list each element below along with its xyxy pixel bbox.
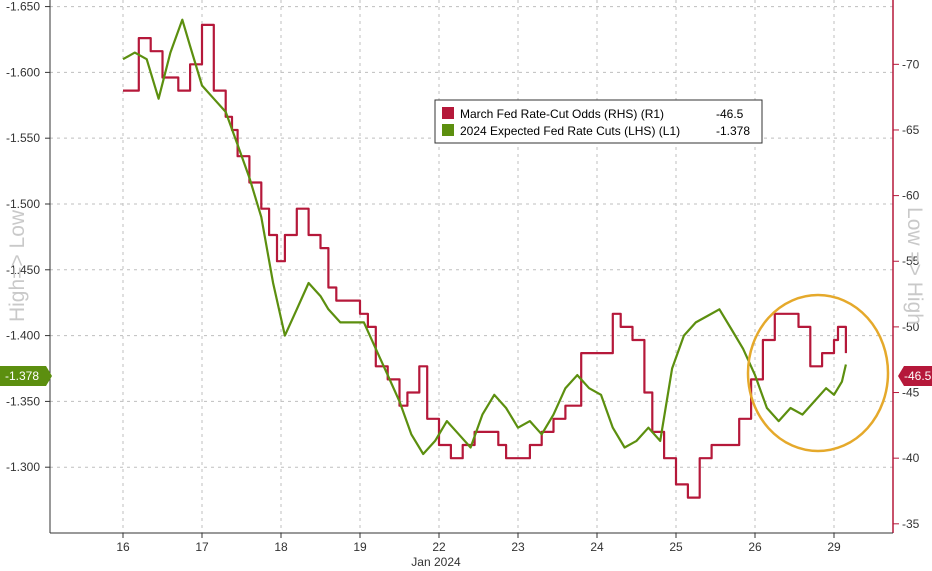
left-tick-label: -1.450	[6, 263, 40, 277]
left-tick-label: -1.300	[6, 460, 40, 474]
right-tick-label: -60	[902, 189, 920, 203]
right-tick-label: -50	[902, 320, 920, 334]
left-axis-title: High=> Low	[6, 209, 29, 322]
x-tick-label: 16	[116, 540, 130, 554]
grid	[50, 0, 893, 533]
legend-label-rate-cut-odds: March Fed Rate-Cut Odds (RHS) (R1)	[460, 107, 664, 121]
right-tick-label: -35	[902, 517, 920, 531]
x-axis: Jan 2024 16 17 18 19 22 23 24 25 26 29	[50, 532, 893, 569]
x-tick-label: 19	[353, 540, 367, 554]
last-value-tag-left: -1.378	[0, 366, 52, 386]
x-tick-label: 18	[274, 540, 288, 554]
series-line-expected-cuts	[122, 18, 847, 456]
left-axis: -1.300 -1.350 -1.400 -1.450 -1.500 -1.550 -1.6…	[6, 0, 51, 533]
legend-value-rate-cut-odds: -46.5	[716, 107, 744, 121]
x-tick-label: 24	[590, 540, 604, 554]
right-axis: -35 -40 -45 -50 -55 -60 -65 -70	[892, 0, 920, 533]
x-tick-label: 29	[827, 540, 841, 554]
x-tick-label: 26	[748, 540, 762, 554]
last-value-tag-left-text: -1.378	[5, 369, 39, 383]
left-tick-label: -1.500	[6, 197, 40, 211]
left-tick-label: -1.550	[6, 131, 40, 145]
right-tick-label: -45	[902, 386, 920, 400]
x-tick-label: 17	[195, 540, 209, 554]
x-tick-label: 25	[669, 540, 683, 554]
right-tick-label: -65	[902, 123, 920, 137]
annotation-ellipse	[746, 293, 890, 453]
left-tick-label: -1.650	[6, 0, 40, 14]
x-tick-label: 23	[511, 540, 525, 554]
x-axis-sub-label: Jan 2024	[411, 555, 461, 569]
left-tick-label: -1.600	[6, 65, 40, 79]
x-tick-label: 22	[432, 540, 446, 554]
last-value-tag-right-text: -46.5	[904, 369, 932, 383]
left-tick-label: -1.400	[6, 329, 40, 343]
legend-box	[434, 99, 763, 144]
left-tick-label: -1.350	[6, 394, 40, 408]
right-axis-title: Low => High	[903, 207, 926, 325]
last-value-tag-right: -46.5	[898, 366, 932, 386]
series-line-rate-cut-odds	[123, 23, 847, 499]
legend-swatch-rate-cut-odds	[442, 107, 454, 119]
right-tick-label: -70	[902, 57, 920, 71]
right-tick-label: -55	[902, 254, 920, 268]
legend-value-expected-cuts: -1.378	[716, 124, 750, 138]
legend-label-expected-cuts: 2024 Expected Fed Rate Cuts (LHS) (L1)	[460, 124, 680, 138]
right-tick-label: -40	[902, 451, 920, 465]
legend-swatch-expected-cuts	[442, 124, 454, 136]
series-lines	[122, 18, 847, 499]
legend: March Fed Rate-Cut Odds (RHS) (R1) -46.5…	[434, 99, 763, 144]
